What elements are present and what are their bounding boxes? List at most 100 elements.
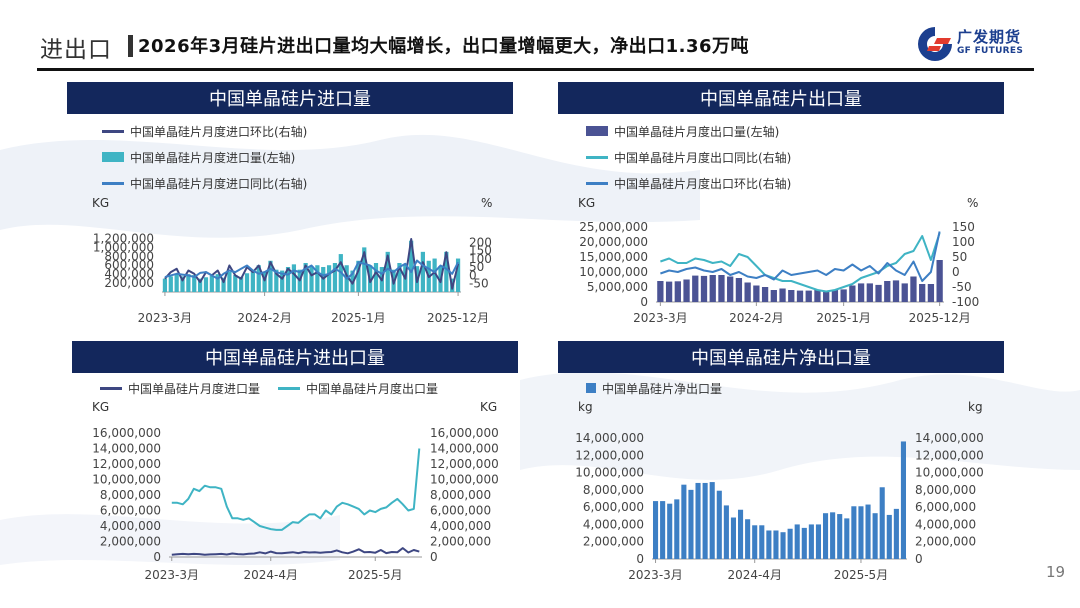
page-headline: 2026年3月硅片进出口量均大幅增长，出口量增幅更大，净出口1.36万吨 (138, 36, 750, 57)
right-axis-unit: KG (480, 400, 498, 414)
bar (409, 240, 414, 292)
bar (652, 501, 659, 559)
right-axis-unit: % (967, 196, 979, 210)
bar (879, 487, 885, 559)
y-right-tick-label: -50 (469, 277, 489, 291)
panel-title: 中国单晶硅片进口量 (67, 82, 513, 114)
legend-swatch (102, 152, 124, 162)
bar (291, 264, 297, 292)
bar (162, 278, 168, 292)
y-right-tick-label: 14,000,000 (915, 431, 984, 445)
bar (794, 524, 800, 559)
legend-item: 中国单晶硅片月度出口量(左轴) (586, 118, 791, 144)
y-right-tick-label: 6,000,000 (430, 504, 491, 518)
bar (773, 530, 779, 559)
bar (356, 260, 361, 292)
y-left-tick-label: 14,000,000 (92, 442, 161, 456)
bar (192, 275, 197, 292)
y-left-tick-label: 16,000,000 (92, 426, 161, 440)
x-tick-label: 2025-1月 (816, 311, 871, 325)
bar (397, 263, 402, 292)
page-number: 19 (1046, 563, 1066, 581)
y-right-tick-label: 10,000,000 (915, 466, 984, 480)
y-right-tick-label: 12,000,000 (915, 448, 984, 462)
y-left-tick-label: 10,000,000 (575, 466, 644, 480)
bar (657, 281, 664, 302)
chart-panel-export: 中国单晶硅片出口量 中国单晶硅片月度出口量(左轴) 中国单晶硅片月度出口同比(右… (558, 82, 1004, 332)
y-right-tick-label: 8,000,000 (915, 483, 976, 497)
legend-label: 中国单晶硅片月度进口环比(右轴) (130, 124, 308, 139)
bar (681, 484, 687, 559)
chart-panel-import: 中国单晶硅片进口量 中国单晶硅片月度进口环比(右轴) 中国单晶硅片月度进口量(左… (67, 82, 513, 332)
y-right-tick-label: 6,000,000 (915, 500, 976, 514)
bar (787, 528, 793, 559)
right-axis-unit: kg (968, 400, 983, 414)
y-right-tick-label: 2,000,000 (915, 535, 976, 549)
bar (227, 271, 232, 292)
bar (702, 482, 708, 559)
bar (362, 247, 367, 292)
y-left-tick-label: 2,000,000 (100, 535, 161, 549)
bar (893, 508, 899, 559)
y-right-tick-label: 16,000,000 (430, 426, 499, 440)
legend-label: 中国单晶硅片月度出口环比(右轴) (614, 176, 792, 191)
legend-item: 中国单晶硅片月度进口同比(右轴) (102, 170, 307, 196)
bar (872, 513, 878, 559)
legend-item: 中国单晶硅片月度进口环比(右轴) (102, 118, 307, 144)
bar (927, 284, 935, 302)
bar (203, 277, 209, 292)
bar (745, 519, 751, 559)
bar (718, 275, 725, 302)
y-left-tick-label: 6,000,000 (100, 504, 161, 518)
y-right-tick-label: 4,000,000 (430, 519, 491, 533)
bar (744, 282, 751, 302)
bar (866, 283, 873, 302)
y-left-tick-label: 5,000,000 (587, 280, 648, 294)
bar (280, 270, 285, 292)
y-left-tick-label: 12,000,000 (92, 457, 161, 471)
bar (759, 525, 765, 559)
bar (262, 271, 267, 292)
bar (823, 291, 830, 302)
bar (180, 276, 185, 292)
bar (865, 504, 871, 559)
y-right-tick-label: -100 (952, 295, 979, 309)
bar (875, 284, 882, 302)
y-left-tick-label: 4,000,000 (583, 517, 644, 531)
y-right-tick-label: -50 (952, 280, 972, 294)
bar (239, 276, 244, 292)
x-tick-label: 2024-2月 (237, 311, 292, 325)
section-separator (128, 35, 133, 57)
left-axis-unit: KG (92, 196, 110, 210)
legend-item: 中国单晶硅片月度进口量(左轴) (102, 144, 307, 170)
bar (444, 251, 449, 292)
x-tick-label: 2024-4月 (727, 568, 782, 582)
bar (780, 532, 786, 559)
gf-logo-icon (918, 27, 952, 61)
y-left-tick-label: 2,000,000 (583, 535, 644, 549)
bar (752, 525, 758, 559)
logo-chinese-text: 广发期货 (957, 28, 1022, 46)
y-right-tick-label: 50 (952, 250, 967, 264)
bar (830, 512, 836, 559)
bar (858, 506, 864, 559)
y-left-tick-label: 6,000,000 (583, 500, 644, 514)
y-left-tick-label: 200,000 (104, 276, 154, 290)
bar (840, 289, 847, 302)
chart-legend: 中国单晶硅片净出口量 (586, 375, 722, 401)
y-left-tick-label: 8,000,000 (100, 488, 161, 502)
chart-panel-import-export: 中国单晶硅片进出口量 中国单晶硅片月度进口量 中国单晶硅片月度出口量 KG KG… (72, 341, 518, 586)
legend-item: 中国单晶硅片月度进口量 (100, 375, 260, 401)
y-left-tick-label: 10,000,000 (92, 473, 161, 487)
y-left-tick-label: 0 (640, 295, 648, 309)
bar (274, 269, 279, 292)
y-left-tick-label: 0 (153, 550, 161, 564)
bar (683, 279, 690, 302)
bar (326, 265, 332, 292)
bar (709, 275, 716, 302)
y-right-tick-label: 50 (469, 260, 484, 274)
chart-legend: 中国单晶硅片月度进口量 中国单晶硅片月度出口量 (100, 375, 438, 401)
y-left-tick-label: 12,000,000 (575, 448, 644, 462)
bar (723, 505, 729, 559)
bar (221, 277, 226, 292)
